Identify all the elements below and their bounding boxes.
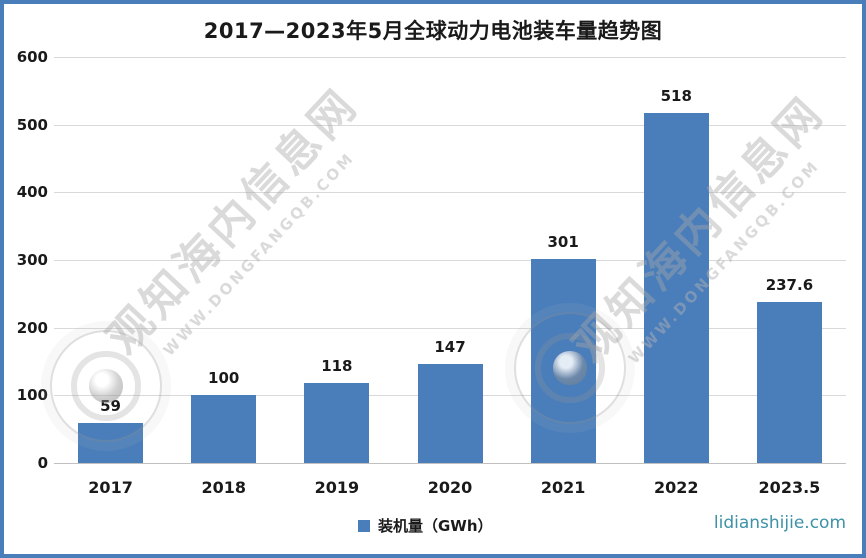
y-tick-label: 500	[16, 115, 48, 134]
bar-2022	[643, 112, 709, 463]
x-axis-labels: 2017 2018 2019 2020 2021 2022 2023.5	[54, 478, 846, 500]
bar-value-label: 147	[434, 337, 466, 356]
bar-value-label: 518	[660, 86, 692, 105]
x-axis-line	[54, 463, 846, 464]
site-link[interactable]: lidianshijie.com	[713, 513, 846, 533]
y-tick-label: 100	[16, 386, 48, 405]
bar-value-label: 59	[100, 397, 121, 416]
bar-2019	[304, 383, 370, 463]
bar-value-label: 118	[321, 357, 353, 376]
bar-2018	[191, 395, 257, 463]
y-tick-label: 400	[16, 183, 48, 202]
x-tick-label: 2022	[654, 478, 699, 497]
gridline	[54, 57, 846, 58]
bar-value-label: 237.6	[765, 276, 814, 295]
chart-title: 2017—2023年5月全球动力电池装车量趋势图	[203, 19, 663, 43]
y-tick-label: 300	[16, 251, 48, 269]
bar-value-label: 301	[547, 233, 579, 252]
legend-marker-swatch	[358, 519, 370, 532]
gridline	[54, 260, 846, 261]
bar-2023.5	[756, 302, 822, 463]
y-tick-label: 600	[16, 48, 48, 66]
x-tick-label: 2018	[201, 478, 246, 497]
y-tick-label: 0	[37, 454, 48, 472]
x-tick-label: 2023.5	[758, 478, 821, 497]
legend-label: 装机量（GWh）	[378, 517, 493, 535]
y-axis-labels: 0 100 200 300 400 500 600	[4, 48, 48, 472]
bar-2017	[78, 423, 144, 463]
y-tick-label: 200	[16, 318, 48, 337]
gridline	[54, 124, 846, 126]
bar-value-label: 100	[208, 369, 240, 388]
plot-area: 59 100 118 147 301 518 237.6	[54, 57, 846, 464]
gridline	[54, 327, 846, 329]
x-tick-label: 2020	[427, 478, 473, 497]
bar-2020	[417, 363, 483, 463]
x-tick-label: 2017	[88, 478, 133, 497]
x-tick-label: 2021	[540, 478, 586, 497]
legend: 装机量（GWh）	[358, 515, 493, 536]
gridline	[54, 192, 846, 194]
x-tick-label: 2019	[314, 478, 360, 497]
bar-2021	[530, 259, 596, 463]
